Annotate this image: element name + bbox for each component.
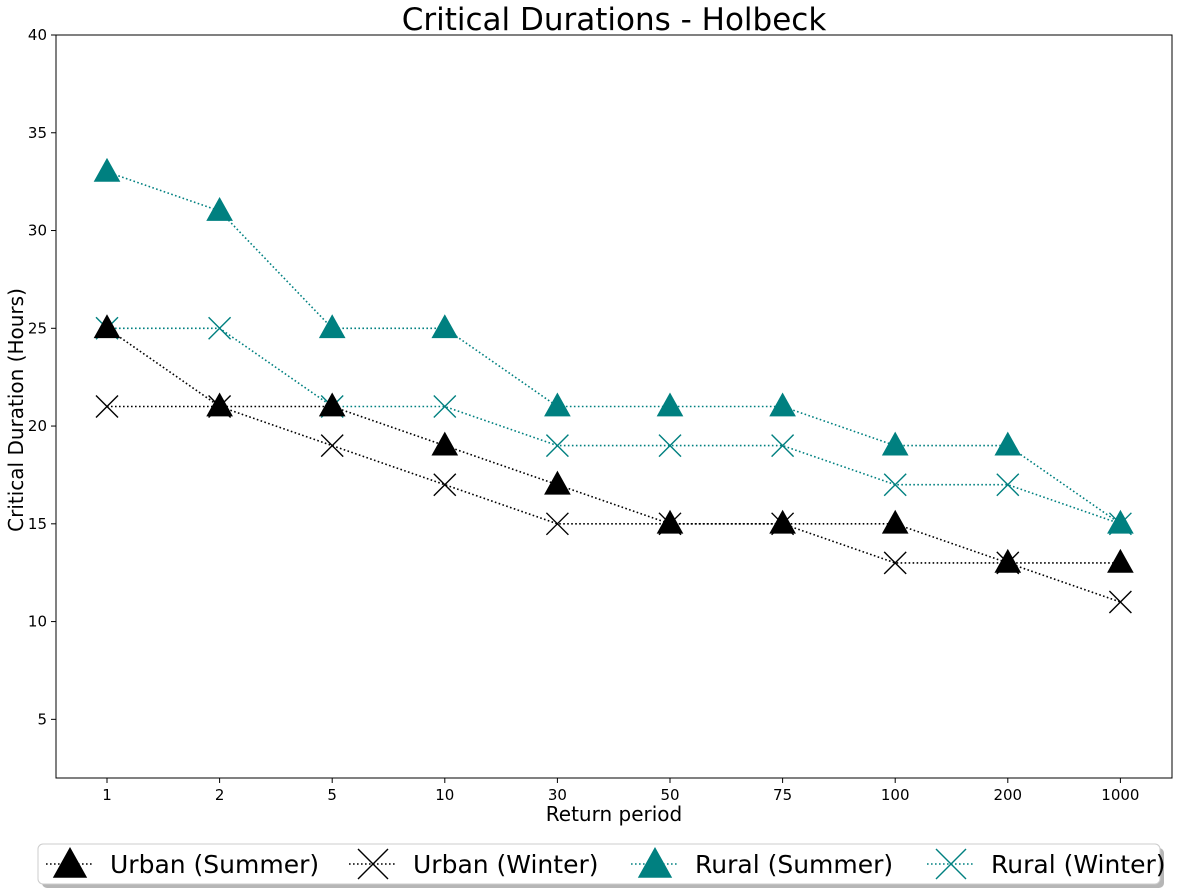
data-point-triangle (1107, 509, 1134, 534)
x-tick-label: 1000 (1101, 786, 1139, 804)
data-point-x (95, 395, 119, 418)
x-tick-label: 30 (548, 786, 567, 804)
y-tick-label: 15 (28, 515, 47, 533)
y-axis-title: Critical Duration (Hours) (4, 288, 28, 532)
x-tick-label: 100 (881, 786, 910, 804)
data-point-x (883, 551, 907, 575)
x-tick-label: 75 (773, 786, 792, 804)
series-line (106, 327, 1121, 564)
data-point-x (771, 434, 795, 458)
y-tick-label: 25 (28, 319, 47, 337)
series-2 (93, 157, 1134, 534)
data-point-triangle (769, 392, 796, 417)
x-tick-label: 50 (660, 786, 679, 804)
data-point-triangle (544, 392, 571, 417)
y-tick-label: 20 (28, 417, 47, 435)
series-line (106, 171, 1121, 525)
x-tick-label: 5 (327, 786, 337, 804)
chart-title: Critical Durations - Holbeck (402, 2, 827, 38)
legend-label: Urban (Winter) (413, 850, 599, 879)
legend-items: Urban (Summer) Urban (Winter) Rural (Summe… (46, 846, 1166, 880)
x-tick-label: 1 (102, 786, 112, 804)
legend-marker-triangle (637, 846, 673, 878)
data-point-x (545, 434, 569, 458)
series-3 (95, 316, 1132, 536)
legend-marker-x (357, 848, 389, 880)
y-tick-label: 10 (28, 613, 47, 631)
data-point-x (996, 473, 1020, 497)
series-line (107, 405, 1121, 603)
data-point-x (433, 473, 457, 497)
data-point-triangle (318, 392, 346, 417)
legend-item: Rural (Winter) (927, 848, 1166, 880)
data-point-triangle (206, 196, 233, 221)
y-tick-label: 5 (37, 710, 47, 728)
y-tick-label: 30 (28, 222, 47, 240)
data-point-triangle (656, 392, 684, 417)
data-point-triangle (93, 314, 121, 339)
legend-label: Rural (Winter) (991, 850, 1166, 879)
data-point-triangle (769, 509, 796, 534)
plot-area (55, 34, 1173, 779)
data-point-x (883, 473, 907, 497)
data-point-triangle (881, 509, 909, 534)
data-point-triangle (994, 431, 1022, 456)
legend-label: Urban (Summer) (110, 850, 319, 879)
data-point-x (208, 316, 232, 340)
legend-item: Urban (Winter) (349, 848, 599, 880)
data-point-triangle (431, 431, 459, 456)
data-point-triangle (544, 470, 571, 495)
data-point-triangle (1107, 548, 1134, 573)
data-point-triangle (431, 314, 459, 339)
series-line (107, 327, 1121, 525)
x-tick-label: 10 (435, 786, 454, 804)
legend-label: Rural (Summer) (695, 850, 893, 879)
data-point-triangle (881, 431, 909, 456)
y-tick-label: 40 (28, 26, 47, 44)
series-layer (93, 157, 1134, 614)
legend-marker-triangle (52, 846, 88, 878)
data-point-x (1108, 590, 1132, 614)
data-point-triangle (93, 157, 121, 182)
x-tick-label: 2 (215, 786, 225, 804)
y-axis: 5 10 15 20 25 30 35 40 (28, 26, 56, 728)
x-axis: 1 2 5 10 30 50 75 100 200 1000 (102, 778, 1139, 804)
series-1 (95, 395, 1132, 614)
data-point-x (658, 434, 682, 458)
x-axis-title: Return period (546, 802, 682, 826)
legend-item: Urban (Summer) (46, 846, 319, 879)
legend-box (37, 843, 1161, 885)
data-point-triangle (656, 509, 684, 534)
data-point-triangle (318, 314, 346, 339)
legend-item: Rural (Summer) (631, 846, 893, 879)
x-tick-label: 200 (993, 786, 1022, 804)
data-point-x (320, 434, 344, 458)
data-point-x (433, 395, 457, 418)
data-point-triangle (206, 392, 233, 417)
y-tick-label: 35 (28, 124, 47, 142)
legend: Urban (Summer) Urban (Winter) Rural (Summe… (37, 843, 1166, 888)
data-point-x (545, 512, 569, 536)
data-point-triangle (994, 548, 1022, 573)
legend-marker-x (935, 848, 967, 880)
series-0 (93, 314, 1134, 573)
